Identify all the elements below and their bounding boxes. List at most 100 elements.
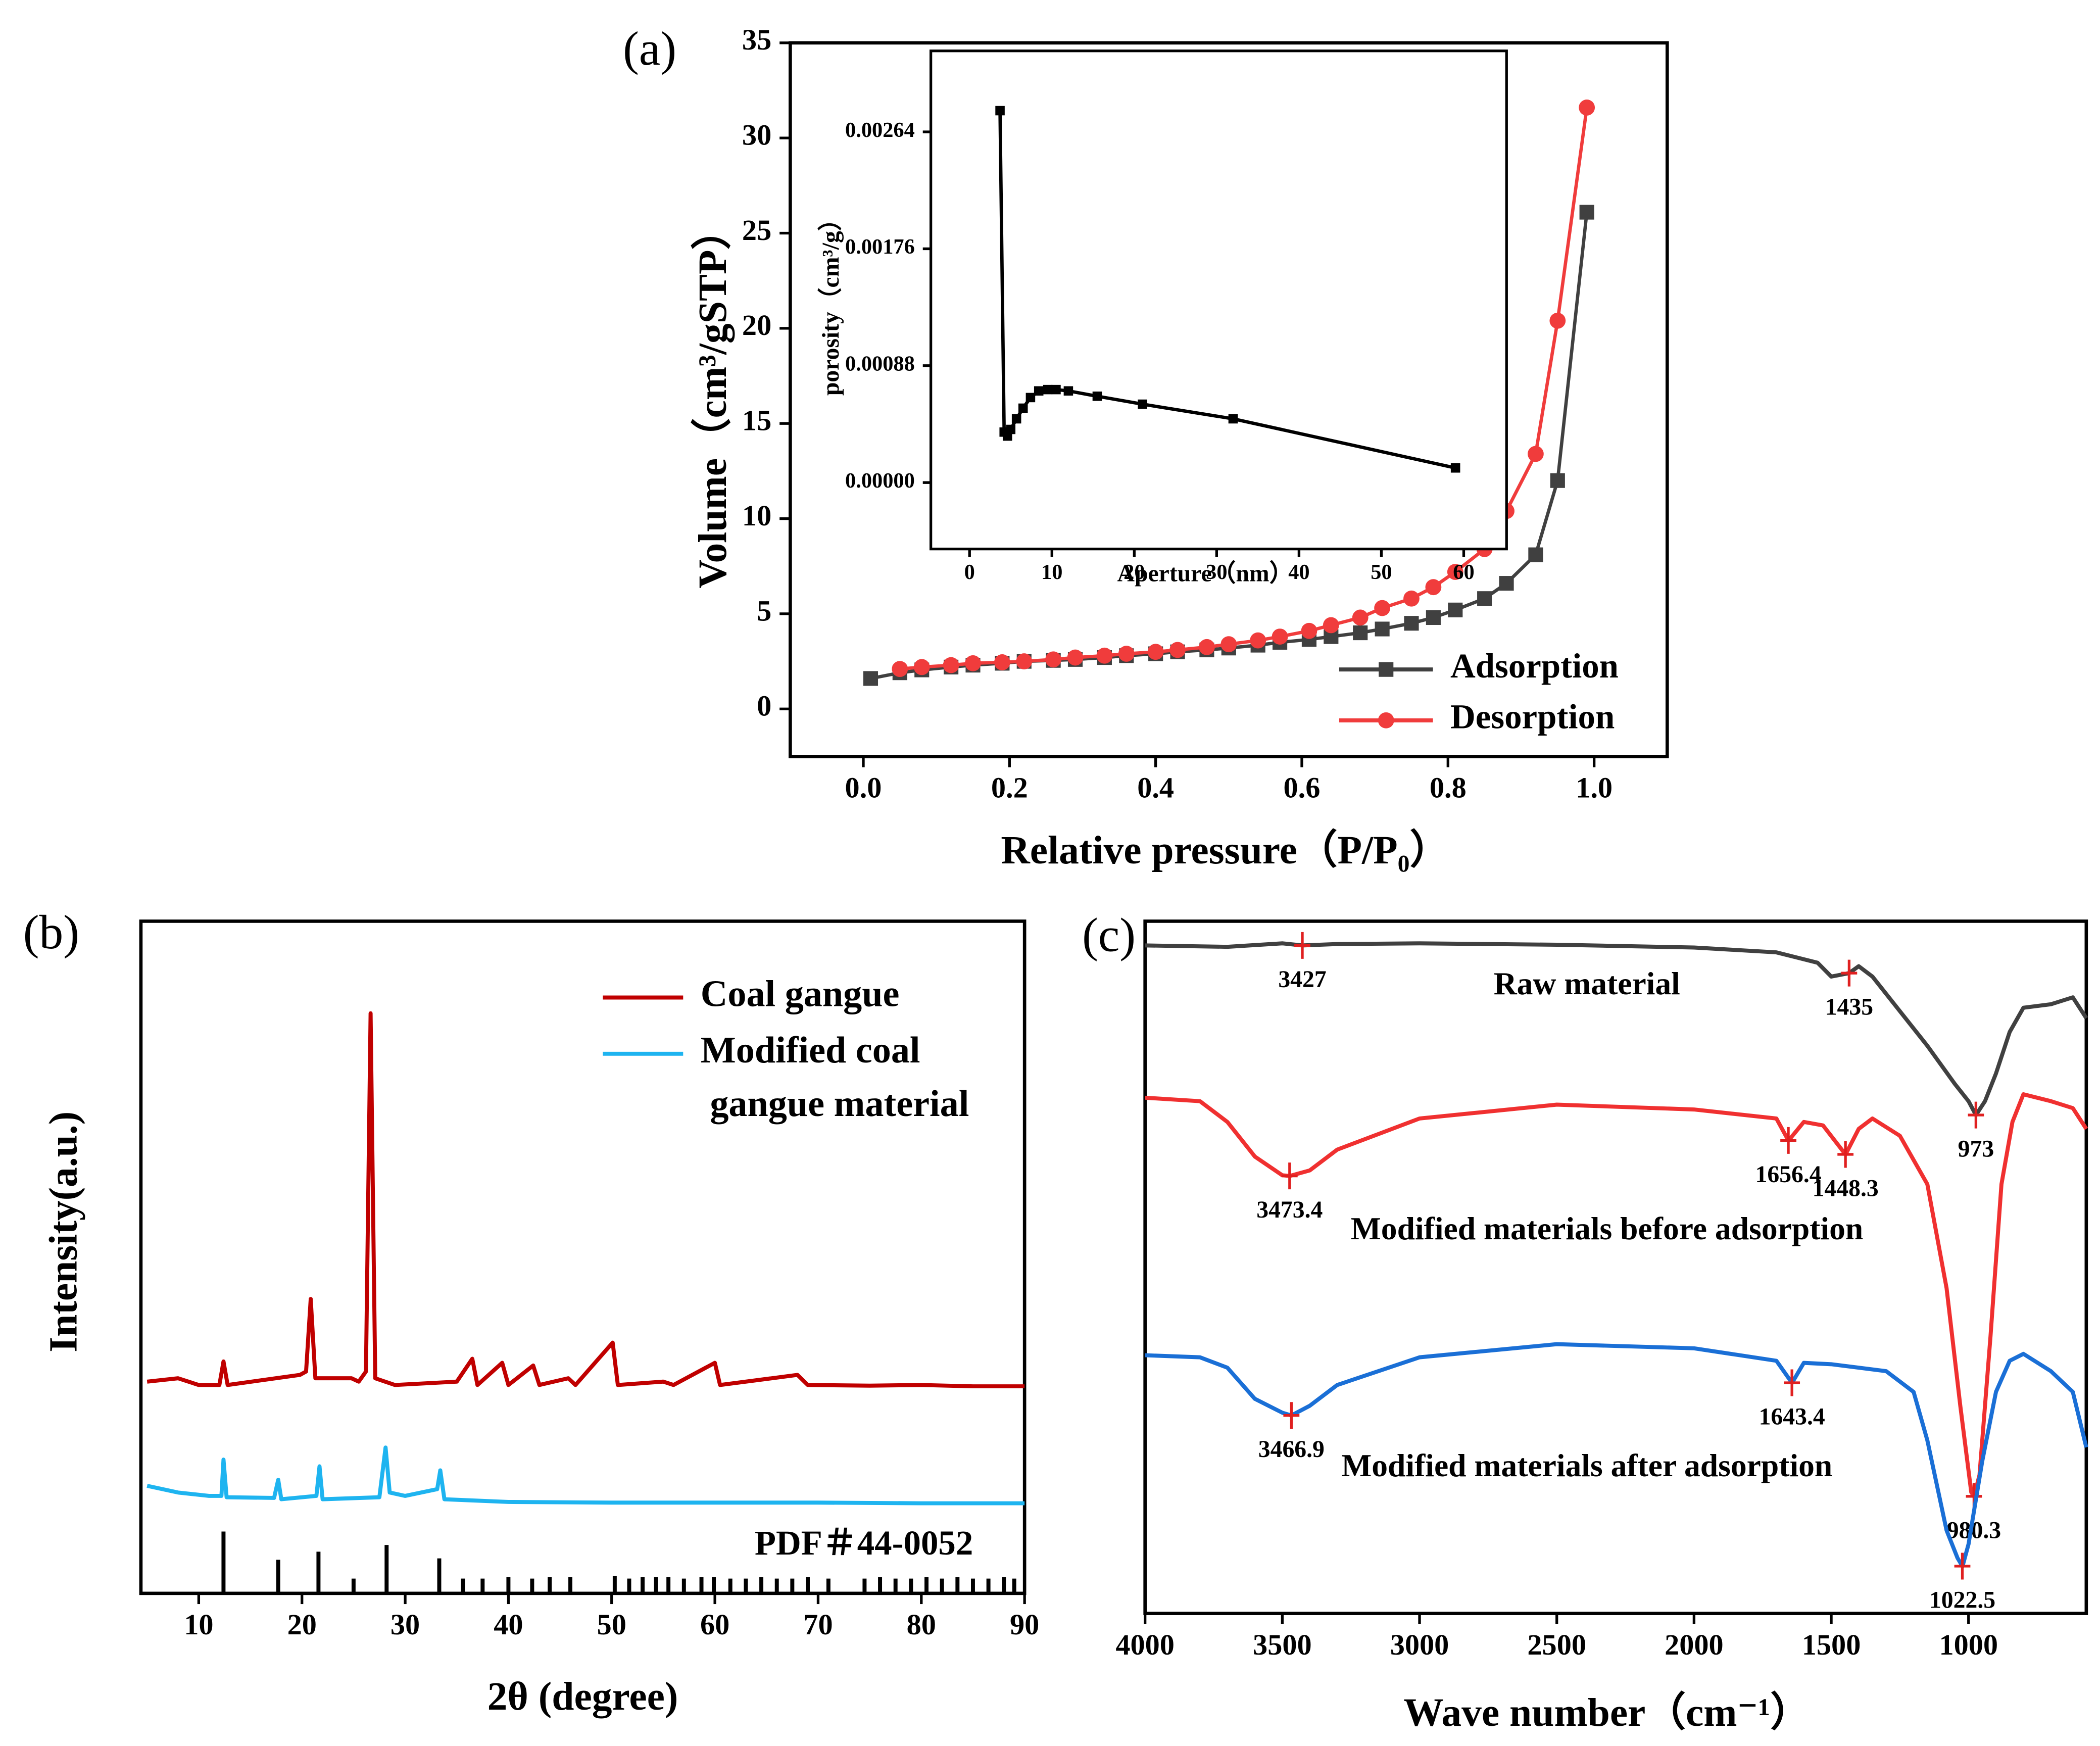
point <box>1092 392 1102 401</box>
point <box>965 655 981 671</box>
point <box>943 657 959 673</box>
point <box>1448 602 1463 617</box>
panel-label: (c) <box>1082 908 1136 961</box>
peak-label: 1448.3 <box>1813 1175 1879 1201</box>
x-tick-label: 0.8 <box>1430 771 1467 804</box>
point <box>1374 600 1391 616</box>
point <box>1447 564 1463 580</box>
point <box>1323 617 1339 634</box>
point <box>1199 639 1215 655</box>
y-tick-label: 35 <box>742 23 771 56</box>
y-tick-label: 30 <box>742 119 771 152</box>
x-tick-label: 40 <box>1288 560 1309 584</box>
x-tick-label: 0 <box>964 560 975 584</box>
point <box>1272 628 1288 645</box>
peak-label: 1643.4 <box>1759 1403 1825 1430</box>
point <box>1228 414 1238 424</box>
x-tick-label: 60 <box>1453 560 1474 584</box>
panel-label: (b) <box>23 905 79 959</box>
x-tick-label: 3000 <box>1390 1628 1449 1661</box>
y-tick-label: 0.00264 <box>845 118 915 142</box>
y-tick-label: 0.00176 <box>845 235 915 259</box>
y-axis-label: porosity（cm³/g） <box>817 207 844 396</box>
reference-label: PDF＃44-0052 <box>755 1524 973 1562</box>
legend-label: Modified coal gangue material <box>701 1030 969 1125</box>
point <box>1353 625 1368 641</box>
x-tick-label: 0.4 <box>1137 771 1174 804</box>
legend-label: Desorption <box>1450 698 1615 736</box>
point <box>1477 591 1492 606</box>
x-tick-label: 30 <box>390 1608 420 1641</box>
point <box>1403 590 1420 607</box>
panel-label: (a) <box>623 22 676 75</box>
point <box>1579 205 1594 220</box>
peak-label: 3427 <box>1278 966 1326 993</box>
point <box>913 659 930 675</box>
legend-label-line: gangue material <box>701 1083 969 1125</box>
point <box>1147 644 1164 660</box>
y-tick-label: 15 <box>742 404 771 437</box>
point <box>1404 616 1419 631</box>
x-axis-label: Aperture（nm） <box>1117 560 1294 587</box>
series-label: Modified materials before adsorption <box>1351 1210 1863 1246</box>
point <box>1375 621 1390 637</box>
point <box>1025 393 1036 403</box>
x-tick-label: 1.0 <box>1576 771 1613 804</box>
point <box>1426 610 1441 625</box>
point <box>1018 403 1028 413</box>
y-axis-label: Volume（cm³/gSTP） <box>691 210 735 589</box>
series-line <box>900 107 1589 671</box>
y-tick-label: 0.00000 <box>845 469 915 493</box>
point <box>1011 414 1021 424</box>
x-tick-label: 10 <box>1041 560 1062 584</box>
x-tick-label: 0.0 <box>845 771 882 804</box>
point <box>1169 642 1186 658</box>
point <box>1579 99 1595 116</box>
y-tick-label: 10 <box>742 499 771 532</box>
point <box>1352 609 1369 626</box>
x-axis-label: Wave number（cm⁻¹） <box>1403 1690 1811 1735</box>
point <box>1034 386 1044 396</box>
x-tick-label: 0.2 <box>991 771 1028 804</box>
point <box>1301 622 1317 639</box>
x-tick-label: 2000 <box>1665 1628 1724 1661</box>
point <box>1499 576 1514 591</box>
x-tick-label: 70 <box>803 1608 833 1641</box>
x-tick-label: 30 <box>1206 560 1227 584</box>
y-tick-label: 20 <box>742 309 771 342</box>
x-tick-label: 50 <box>597 1608 626 1641</box>
point <box>995 106 1005 116</box>
peak-label: 3466.9 <box>1258 1436 1325 1463</box>
point <box>1006 424 1016 434</box>
point <box>1051 384 1061 395</box>
x-axis-label: Relative pressure（P/P₀） <box>1001 828 1450 872</box>
x-tick-label: 3500 <box>1253 1628 1312 1661</box>
x-tick-label: 2500 <box>1527 1628 1586 1661</box>
point <box>892 661 908 677</box>
x-tick-label: 90 <box>1010 1608 1039 1641</box>
series-line <box>146 1445 1025 1506</box>
plot-frame <box>139 919 1027 1595</box>
legend-label-line: Modified coal <box>701 1030 920 1071</box>
x-tick-label: 20 <box>287 1608 317 1641</box>
point <box>1425 579 1442 596</box>
series-label: Raw material <box>1494 965 1680 1001</box>
x-tick-label: 0.6 <box>1284 771 1321 804</box>
peak-label: 1656.4 <box>1755 1161 1822 1188</box>
point <box>1063 386 1073 396</box>
peak-label: 3473.4 <box>1256 1196 1323 1223</box>
x-tick-label: 10 <box>184 1608 213 1641</box>
series-line <box>146 1011 1025 1389</box>
point <box>1045 651 1062 668</box>
x-tick-label: 1000 <box>1939 1628 1998 1661</box>
x-tick-label: 50 <box>1371 560 1392 584</box>
point <box>1450 463 1460 473</box>
point <box>1138 399 1147 409</box>
point <box>994 654 1010 670</box>
peak-label: 1022.5 <box>1929 1587 1995 1614</box>
x-axis-label: 2θ (degree) <box>487 1674 678 1719</box>
point <box>1043 384 1053 395</box>
point <box>863 671 878 686</box>
point <box>1549 312 1566 329</box>
y-tick-label: 0 <box>757 690 771 722</box>
